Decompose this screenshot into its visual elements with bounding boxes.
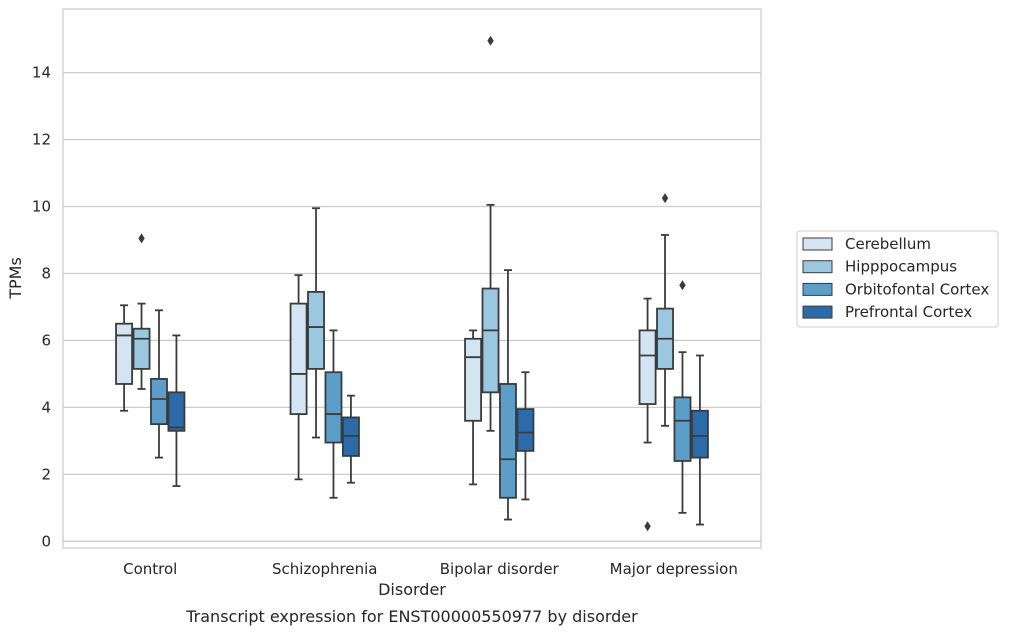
box-iqr [167, 391, 186, 432]
x-tick-label: Schizophrenia [272, 560, 377, 578]
box-iqr [324, 371, 343, 444]
x-tick-label: Major depression [610, 560, 738, 578]
legend-item: Prefrontal Cortex [802, 303, 972, 321]
legend-swatch [802, 282, 833, 296]
box-iqr [115, 322, 134, 385]
box-group [115, 304, 134, 412]
y-tick-label: 14 [32, 64, 51, 82]
box-iqr [307, 290, 325, 370]
box-group [673, 280, 692, 514]
outlier-point [138, 233, 145, 244]
box-group [464, 329, 483, 486]
box-iqr [289, 302, 308, 415]
grid-lines [63, 71, 761, 542]
legend-label: Hipppocampus [845, 258, 957, 276]
box-iqr [690, 409, 709, 459]
box-group [167, 334, 186, 487]
box-group [638, 297, 657, 532]
y-tick-label: 10 [32, 198, 51, 216]
box-group [307, 207, 325, 439]
box-group [690, 354, 709, 526]
legend-label: Cerebellum [845, 235, 931, 253]
box-iqr [132, 327, 151, 370]
outlier-point [644, 521, 651, 532]
y-tick-label: 6 [41, 331, 51, 349]
y-tick-label: 2 [41, 465, 51, 483]
legend-item: Cerebellum [802, 235, 931, 253]
box-iqr [464, 337, 483, 422]
box-iqr [150, 378, 168, 426]
box-iqr [638, 329, 657, 405]
box-iqr [673, 396, 692, 462]
box-group [481, 35, 500, 432]
box-group [656, 193, 674, 427]
outlier-point [679, 280, 686, 291]
box-group [516, 371, 535, 501]
box-group [150, 309, 168, 459]
box-group [499, 269, 517, 521]
box-group [341, 394, 360, 484]
boxes [115, 35, 709, 532]
figure-caption: Transcript expression for ENST0000055097… [185, 607, 638, 626]
box-group [289, 274, 308, 481]
y-tick-label: 8 [41, 264, 51, 282]
y-tick-label: 0 [41, 532, 51, 550]
legend-swatch [802, 237, 833, 251]
legend: Cerebellum Hipppocampus Orbitofontal Corte… [796, 230, 999, 328]
outlier-point [661, 193, 669, 204]
x-axis-label: Disorder [378, 580, 446, 599]
box-iqr [516, 408, 535, 452]
x-tick-labels: Control Schizophrenia Bipolar disorder Majo… [123, 560, 738, 578]
box-iqr [499, 383, 517, 499]
box-iqr [481, 287, 500, 394]
legend-label: Prefrontal Cortex [845, 303, 972, 321]
box-group [324, 329, 343, 499]
x-tick-label: Bipolar disorder [440, 560, 560, 578]
y-tick-label: 4 [41, 398, 51, 416]
y-tick-labels: 0 2 4 6 8 10 12 14 [32, 64, 51, 551]
plot-frame [62, 8, 762, 549]
legend-item: Orbitofontal Cortex [802, 280, 989, 298]
box-group [132, 233, 151, 390]
legend-item: Hipppocampus [802, 258, 957, 276]
legend-swatch [802, 260, 833, 274]
x-tick-label: Control [123, 560, 177, 578]
legend-swatch [802, 305, 833, 319]
y-axis-label: TPMs [6, 257, 25, 300]
legend-items: Cerebellum Hipppocampus Orbitofontal Corte… [802, 235, 989, 321]
legend-frame [796, 230, 999, 328]
y-tick-label: 12 [32, 131, 51, 149]
outlier-point [487, 35, 494, 46]
legend-label: Orbitofontal Cortex [845, 280, 989, 298]
